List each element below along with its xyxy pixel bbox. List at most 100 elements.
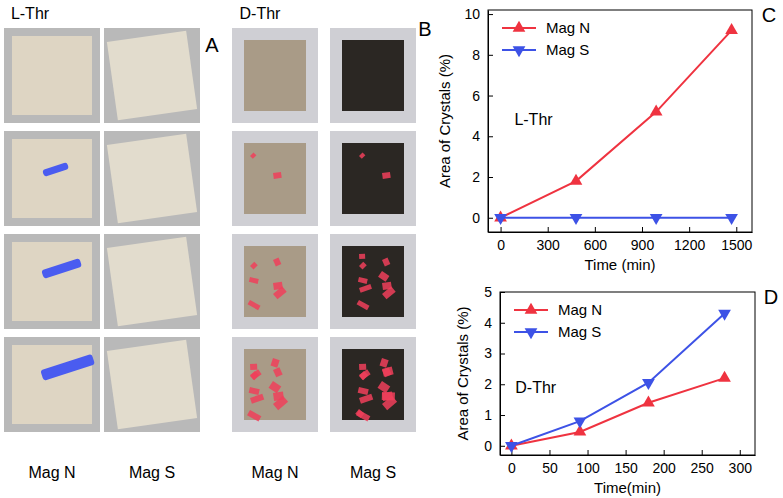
- substrate: [12, 139, 92, 218]
- crystal-overlay: [273, 367, 283, 377]
- tick-mark: [664, 450, 665, 455]
- legend-label: Mag S: [558, 323, 601, 340]
- tick-label: 100: [576, 460, 600, 476]
- substrate: [342, 349, 404, 420]
- data-point: [494, 214, 507, 225]
- tick-label: 2: [472, 169, 480, 185]
- tick-mark: [588, 450, 589, 455]
- photo-background: [104, 28, 200, 123]
- tick-mark: [500, 446, 505, 447]
- crystal-overlay: [42, 162, 69, 177]
- tick-mark: [488, 55, 493, 56]
- tick-label: 1: [484, 407, 492, 423]
- panel-letter: D: [764, 286, 778, 308]
- tick: 10: [464, 6, 493, 22]
- series-line: [501, 30, 732, 217]
- tick: 5: [484, 284, 505, 300]
- column-label: Mag S: [129, 464, 175, 481]
- crystal-overlay: [273, 258, 281, 267]
- tick-label: 6: [472, 88, 480, 104]
- legend-marker: [513, 21, 526, 32]
- crystal-overlay: [355, 409, 364, 418]
- crystal-overlay: [250, 369, 262, 380]
- substrate: [12, 242, 92, 321]
- tick-mark: [548, 227, 549, 232]
- crystal-overlay: [356, 410, 370, 422]
- column-label: Mag N: [28, 464, 75, 481]
- crystal-overlay: [359, 152, 365, 158]
- tick: 8: [472, 47, 493, 63]
- y-axis-title: Area of Crystals (%): [436, 54, 453, 188]
- crystal-overlay: [249, 277, 259, 284]
- tick-mark: [626, 450, 627, 455]
- crystal-overlay: [250, 394, 264, 404]
- crystal-overlay: [382, 367, 394, 377]
- tick-mark: [488, 96, 493, 97]
- tick-mark: [702, 450, 703, 455]
- plot-frame: [488, 10, 752, 232]
- tick-mark: [689, 227, 690, 232]
- chart-annotation: L-Thr: [514, 111, 553, 128]
- tick: 250: [691, 450, 715, 476]
- tick: 50: [542, 450, 558, 476]
- tick-mark: [488, 14, 493, 15]
- panel-title: D-Thr: [240, 5, 282, 22]
- crystal-overlay: [248, 300, 261, 310]
- figure: Mag NMag SL-ThrAMag NMag SD-ThrB03006009…: [0, 0, 783, 498]
- series-line: [511, 314, 724, 446]
- axis: 012345: [484, 284, 505, 456]
- series-line: [501, 217, 732, 219]
- photo-background: [104, 131, 200, 226]
- crystal-overlay: [273, 286, 287, 299]
- chart: 050100150200250300012345Time(min)Area of…: [454, 284, 778, 496]
- data-point: [718, 310, 731, 321]
- substrate: [12, 36, 92, 115]
- tick-mark: [549, 450, 550, 455]
- data-point: [725, 214, 738, 225]
- substrate: [342, 246, 404, 317]
- tick-label: 3: [484, 345, 492, 361]
- tick-mark: [500, 354, 505, 355]
- panel-letter: C: [762, 4, 776, 26]
- substrate: [107, 134, 197, 223]
- photo-background: [4, 337, 100, 432]
- substrate: [342, 143, 404, 214]
- crystal-overlay: [382, 286, 396, 299]
- tick-label: 1200: [674, 237, 705, 253]
- plot-frame: [500, 292, 755, 455]
- photo-background: [330, 28, 416, 123]
- tick-label: 4: [484, 315, 492, 331]
- crystal-overlay: [269, 381, 282, 393]
- tick-label: 10: [464, 6, 480, 22]
- series-line: [511, 378, 724, 446]
- photo-background: [232, 131, 318, 226]
- tick-mark: [736, 227, 737, 232]
- photo-background: [4, 28, 100, 123]
- x-axis-title: Time(min): [594, 479, 661, 496]
- axis: 050100150200250300: [501, 450, 756, 476]
- axis: 030060090012001500: [489, 227, 753, 253]
- legend: Mag NMag S: [514, 301, 602, 340]
- tick: 300: [729, 450, 753, 476]
- crystal-overlay: [359, 254, 365, 259]
- legend-marker: [525, 328, 538, 339]
- tick: 0: [508, 450, 516, 476]
- panel-letter: A: [205, 34, 219, 56]
- tick: 300: [537, 227, 561, 253]
- axis-line: [500, 293, 501, 456]
- tick-label: 8: [472, 47, 480, 63]
- tick-label: 2: [484, 376, 492, 392]
- tick: 600: [584, 227, 608, 253]
- crystal-overlay: [250, 364, 257, 370]
- crystal-overlay: [247, 410, 261, 422]
- crystal-overlay: [357, 300, 370, 310]
- tick-mark: [488, 136, 493, 137]
- crystal-overlay: [359, 284, 372, 293]
- photo-background: [4, 131, 100, 226]
- column-label: Mag S: [350, 464, 396, 481]
- tick-label: 200: [652, 460, 676, 476]
- data-point: [505, 442, 518, 453]
- substrate: [342, 40, 404, 111]
- tick-label: 300: [537, 237, 561, 253]
- tick: 3: [484, 345, 505, 361]
